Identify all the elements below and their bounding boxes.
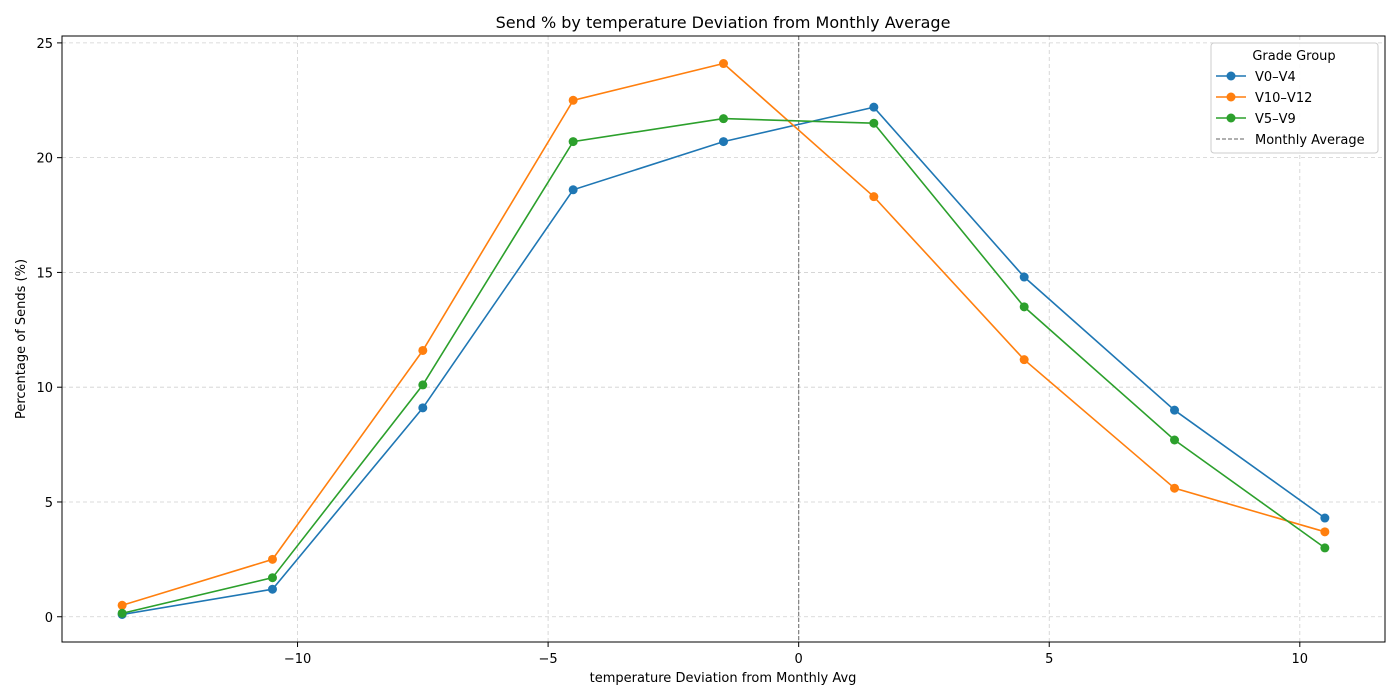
data-point (869, 118, 879, 128)
data-point (1320, 527, 1330, 537)
data-point (418, 403, 428, 413)
legend-label: V5–V9 (1255, 112, 1296, 127)
series-1 (117, 59, 1330, 610)
data-point (1019, 355, 1029, 365)
y-tick-label: 20 (36, 152, 53, 167)
data-point (418, 345, 428, 355)
legend-label: V0–V4 (1255, 70, 1296, 85)
x-tick-label: 10 (1292, 652, 1309, 667)
chart-title: Send % by temperature Deviation from Mon… (496, 13, 951, 32)
data-point (869, 102, 879, 112)
legend-marker (1226, 71, 1236, 81)
legend-box (1210, 42, 1379, 154)
grid (62, 36, 1385, 642)
data-point (719, 137, 728, 147)
legend-label: Monthly Average (1255, 133, 1365, 148)
legend-items: V0–V4 V10–V12 V5–V9 Monthly Average (1216, 70, 1365, 148)
legend: Grade Group V0–V4 V10–V12 V5–V9 Monthly Ave… (1210, 42, 1379, 154)
data-point (1320, 513, 1330, 523)
x-axis-title: temperature Deviation from Monthly Avg (590, 671, 857, 686)
y-tick-label: 15 (36, 266, 53, 281)
data-point (1170, 483, 1180, 493)
series-line (121, 117, 1326, 615)
data-point (267, 573, 277, 583)
x-tick-label: 0 (795, 652, 803, 667)
legend-label: V10–V12 (1255, 91, 1312, 106)
x-tick-label: 5 (1045, 652, 1053, 667)
data-point (117, 608, 127, 618)
data-point (568, 185, 578, 195)
legend-title: Grade Group (1252, 49, 1335, 64)
y-axis: 0 5 10 15 20 25 (36, 37, 62, 626)
y-tick-label: 10 (36, 381, 53, 396)
data-point (719, 59, 728, 69)
series-0 (117, 102, 1330, 619)
x-axis: −10 −5 0 5 10 (284, 642, 1308, 667)
data-point (1019, 302, 1029, 312)
data-point (418, 380, 428, 390)
legend-marker (1226, 113, 1236, 123)
plot-frame (61, 35, 1386, 643)
data-point (1019, 272, 1029, 282)
series-2 (117, 114, 1330, 618)
series-layer (117, 59, 1330, 619)
data-point (1320, 543, 1330, 553)
data-point (568, 137, 578, 147)
data-point (117, 600, 127, 610)
data-point (1170, 405, 1180, 415)
y-axis-title: Percentage of Sends (%) (14, 259, 29, 419)
legend-marker (1226, 92, 1236, 102)
x-tick-label: −5 (539, 652, 558, 667)
data-point (719, 114, 728, 124)
x-tick-label: −10 (284, 652, 311, 667)
data-point (1170, 435, 1180, 445)
y-tick-label: 5 (45, 496, 53, 511)
data-point (869, 192, 879, 202)
data-point (267, 584, 277, 594)
y-tick-label: 25 (36, 37, 53, 52)
y-tick-label: 0 (45, 611, 53, 626)
data-point (267, 554, 277, 564)
data-point (568, 95, 578, 105)
